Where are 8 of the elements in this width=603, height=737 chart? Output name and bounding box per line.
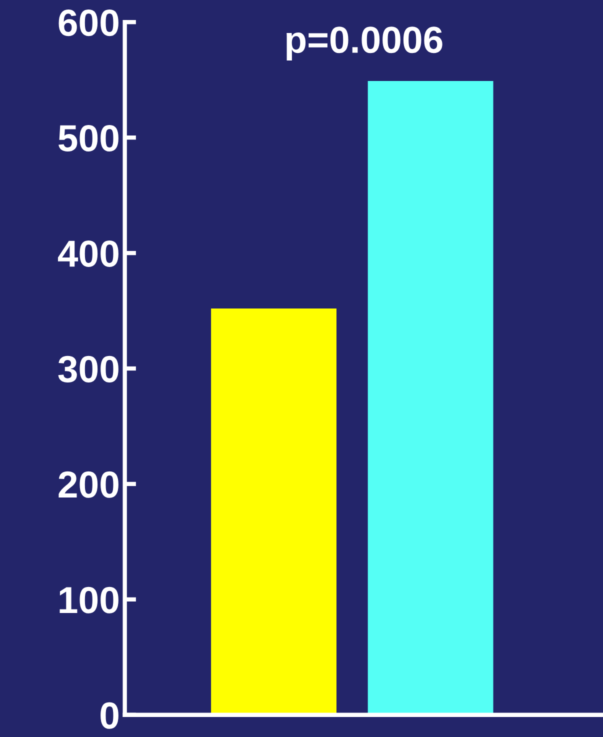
y-tick-label: 500: [58, 124, 118, 152]
y-tick-label: 200: [58, 471, 118, 498]
annotation: p=0.0006: [286, 26, 442, 61]
y-tick-label: 400: [58, 240, 118, 267]
y-tick-label: 0: [100, 702, 118, 729]
y-tick-label: 100: [60, 586, 118, 614]
y-tick-label: 300: [58, 356, 118, 383]
y-tick-label: 600: [58, 10, 118, 36]
